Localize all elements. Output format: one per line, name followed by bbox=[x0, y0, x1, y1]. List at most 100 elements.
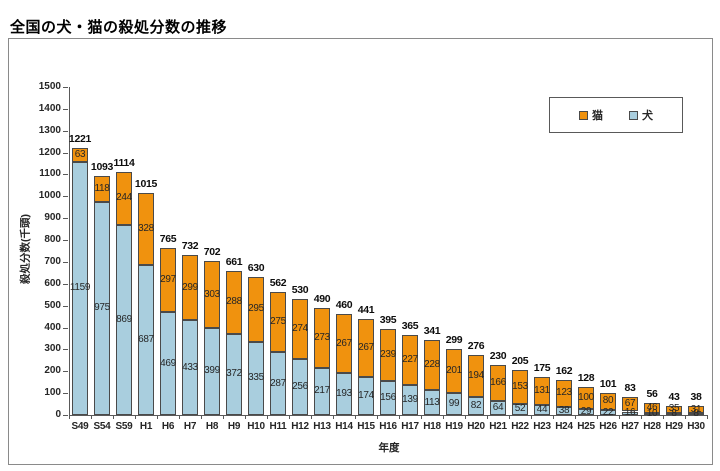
total-value-label: 1015 bbox=[134, 178, 158, 191]
cat-value-label: 239 bbox=[380, 348, 396, 360]
total-value-label: 365 bbox=[401, 319, 419, 332]
dog-value-label: 287 bbox=[270, 377, 286, 389]
cat-value-label: 131 bbox=[534, 385, 550, 397]
x-tick-mark bbox=[289, 415, 290, 419]
total-value-label: 395 bbox=[379, 313, 397, 326]
total-value-label: 702 bbox=[203, 246, 221, 259]
cat-value-label: 295 bbox=[248, 303, 264, 315]
bar-segment-cat bbox=[578, 386, 594, 409]
bar-segment-cat bbox=[622, 396, 638, 412]
x-tick-label: H28 bbox=[643, 421, 661, 432]
bar-segment-dog bbox=[138, 264, 154, 415]
y-tick-mark bbox=[63, 240, 68, 242]
y-axis-title: 殺処分数(千頭) bbox=[19, 214, 32, 284]
bar-segment-cat bbox=[160, 247, 176, 313]
bar-segment-cat bbox=[380, 328, 396, 381]
x-tick-mark bbox=[663, 415, 664, 419]
cat-value-label: 194 bbox=[468, 369, 484, 381]
x-tick-mark bbox=[69, 415, 70, 419]
y-tick-label: 1100 bbox=[39, 168, 61, 180]
bar-segment-dog bbox=[380, 380, 396, 415]
total-value-label: 43 bbox=[668, 390, 680, 403]
total-value-label: 562 bbox=[269, 277, 287, 290]
y-tick-label: 200 bbox=[44, 365, 61, 377]
x-tick-label: H29 bbox=[665, 421, 683, 432]
dog-value-label: 193 bbox=[336, 387, 352, 399]
x-tick-mark bbox=[91, 415, 92, 419]
y-tick-mark bbox=[63, 415, 68, 416]
y-tick-mark bbox=[63, 196, 68, 198]
x-tick-label: S49 bbox=[71, 421, 89, 432]
y-tick-label: 500 bbox=[44, 299, 61, 311]
cat-value-label: 201 bbox=[446, 365, 462, 377]
legend-swatch-icon bbox=[579, 110, 588, 120]
y-tick-mark bbox=[63, 371, 68, 373]
y-tick-label: 1500 bbox=[38, 81, 61, 92]
y-tick-mark bbox=[63, 108, 68, 110]
x-tick-label: H12 bbox=[291, 421, 309, 432]
bar-segment-cat bbox=[468, 354, 484, 398]
x-tick-label: H27 bbox=[621, 421, 639, 432]
dog-value-label: 1159 bbox=[69, 282, 91, 294]
x-tick-label: H11 bbox=[269, 421, 287, 432]
dog-value-label: 335 bbox=[248, 372, 264, 384]
bar-segment-dog bbox=[578, 408, 594, 415]
x-tick-mark bbox=[487, 415, 488, 419]
x-tick-label: H25 bbox=[577, 421, 595, 432]
total-value-label: 175 bbox=[533, 361, 551, 374]
x-tick-mark bbox=[135, 415, 136, 419]
bar-segment-dog bbox=[270, 352, 286, 415]
y-tick-mark bbox=[63, 130, 68, 132]
bar-segment-dog bbox=[534, 405, 550, 415]
cat-value-label: 123 bbox=[556, 387, 572, 399]
bar-segment-dog bbox=[600, 410, 616, 415]
y-tick-mark bbox=[63, 349, 68, 351]
dog-value-label: 156 bbox=[380, 391, 396, 403]
bar-segment-cat bbox=[600, 392, 616, 411]
cat-value-label: 63 bbox=[74, 148, 86, 160]
x-tick-label: H22 bbox=[511, 421, 529, 432]
dog-value-label: 82 bbox=[470, 400, 482, 412]
bar-segment-dog bbox=[292, 359, 308, 415]
x-tick-label: H10 bbox=[247, 421, 265, 432]
x-tick-mark bbox=[553, 415, 554, 419]
y-tick-mark bbox=[63, 152, 68, 154]
bar-segment-dog bbox=[314, 367, 330, 415]
bar-segment-cat bbox=[644, 402, 660, 413]
cat-value-label: 328 bbox=[138, 222, 154, 234]
cat-value-label: 288 bbox=[226, 296, 242, 308]
dog-value-label: 217 bbox=[314, 385, 330, 397]
bar-segment-dog bbox=[644, 412, 660, 415]
x-tick-mark bbox=[201, 415, 202, 419]
x-tick-mark bbox=[355, 415, 356, 419]
total-value-label: 441 bbox=[357, 303, 375, 316]
bar-segment-dog bbox=[666, 413, 682, 416]
cat-value-label: 297 bbox=[160, 273, 176, 285]
total-value-label: 490 bbox=[313, 292, 331, 305]
bar-segment-cat bbox=[138, 193, 154, 265]
dog-value-label: 8 bbox=[671, 408, 677, 420]
x-tick-mark bbox=[245, 415, 246, 419]
total-value-label: 1221 bbox=[68, 132, 92, 145]
cat-value-label: 267 bbox=[358, 341, 374, 353]
dog-value-label: 44 bbox=[536, 404, 548, 416]
bar-segment-dog bbox=[490, 401, 506, 415]
dog-value-label: 10 bbox=[646, 407, 658, 419]
bar-segment-cat bbox=[424, 340, 440, 391]
x-tick-mark bbox=[465, 415, 466, 419]
dog-value-label: 22 bbox=[602, 406, 614, 418]
total-value-label: 276 bbox=[467, 339, 485, 352]
total-value-label: 83 bbox=[624, 381, 636, 394]
total-value-label: 341 bbox=[423, 325, 441, 338]
dog-value-label: 399 bbox=[204, 365, 220, 377]
x-tick-mark bbox=[113, 415, 114, 419]
y-tick-label: 1000 bbox=[38, 190, 61, 202]
legend-label: 猫 bbox=[592, 110, 603, 122]
total-value-label: 460 bbox=[335, 299, 353, 312]
bar-segment-cat bbox=[402, 334, 418, 385]
bar-segment-cat bbox=[314, 307, 330, 368]
y-tick-label: 900 bbox=[44, 212, 61, 224]
y-tick-label: 100 bbox=[44, 387, 61, 399]
cat-value-label: 299 bbox=[182, 281, 198, 293]
dog-value-label: 52 bbox=[514, 403, 526, 415]
